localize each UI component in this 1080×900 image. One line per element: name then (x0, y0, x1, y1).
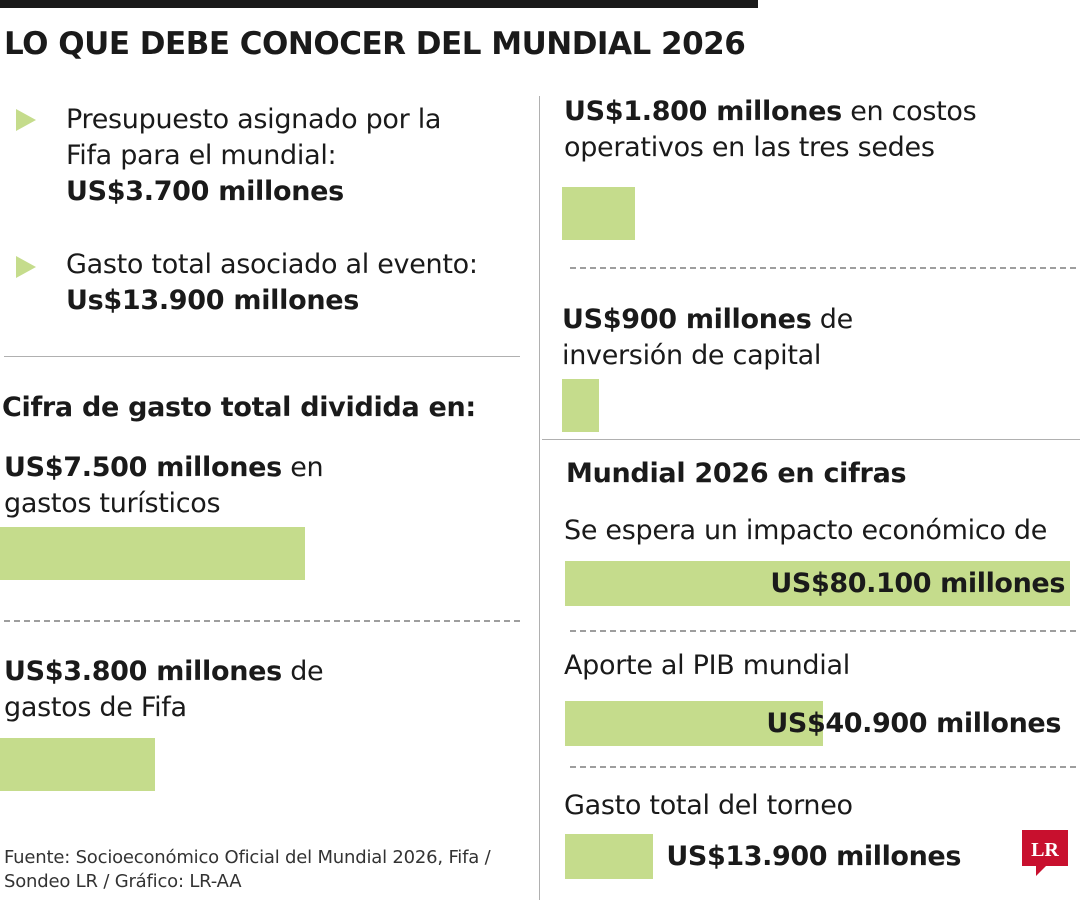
bullet-total-spend-value: Us$13.900 millones (66, 285, 360, 316)
section-divider (542, 439, 1080, 440)
figure-value: US$13.900 millones (666, 841, 961, 872)
bullet-budget-value: US$3.700 millones (66, 176, 344, 207)
breakdown-item-value: US$1.800 millones (564, 96, 842, 127)
breakdown-item-text: gastos de Fifa (4, 692, 187, 723)
bullet-triangle-icon (16, 109, 36, 131)
bar-tournament-spend (565, 834, 653, 879)
top-rule (0, 0, 758, 8)
figure-label: Aporte al PIB mundial (564, 650, 850, 681)
dashed-divider (570, 630, 1076, 632)
bullet-budget: Presupuesto asignado por la Fifa para el… (66, 102, 526, 210)
breakdown-item-text: inversión de capital (562, 340, 822, 371)
bar-gdp-contribution (565, 701, 823, 746)
bar-economic-impact (565, 561, 1070, 606)
breakdown-item-text: de (811, 304, 853, 335)
bar-tourism (0, 527, 305, 580)
bar-fifa-spend (0, 738, 155, 791)
bullet-total-spend-line: Gasto total asociado al evento: (66, 249, 478, 280)
breakdown-item-value: US$7.500 millones (4, 452, 282, 483)
dashed-divider (570, 267, 1076, 269)
breakdown-item-value: US$3.800 millones (4, 656, 282, 687)
breakdown-item-text: operativos en las tres sedes (564, 132, 935, 163)
bullet-total-spend: Gasto total asociado al evento: Us$13.90… (66, 247, 526, 319)
lr-logo-icon: LR (1022, 830, 1068, 876)
figure-value: US$40.900 millones (766, 708, 1061, 739)
bullet-budget-line: Fifa para el mundial: (66, 140, 337, 171)
section-divider (4, 356, 520, 357)
source-note: Fuente: Socioeconómico Oficial del Mundi… (4, 847, 491, 892)
breakdown-item-text: gastos turísticos (4, 488, 221, 519)
breakdown-item: US$3.800 millones de gastos de Fifa (4, 654, 514, 726)
breakdown-item-text: de (281, 656, 324, 687)
breakdown-item-text: en (281, 452, 324, 483)
breakdown-item: US$7.500 millones en gastos turísticos (4, 450, 514, 522)
breakdown-item: US$900 millones de inversión de capital (562, 302, 1062, 374)
bullet-budget-line: Presupuesto asignado por la (66, 104, 442, 135)
logo-text: LR (1031, 839, 1059, 861)
breakdown-item-value: US$900 millones (562, 304, 812, 335)
bullet-triangle-icon (16, 256, 36, 278)
figure-label: Gasto total del torneo (564, 790, 853, 821)
figures-title: Mundial 2026 en cifras (566, 458, 907, 489)
breakdown-title: Cifra de gasto total dividida en: (2, 392, 476, 423)
breakdown-item: US$1.800 millones en costos operativos e… (564, 94, 1064, 166)
column-divider (539, 96, 540, 900)
breakdown-item-text: en costos (841, 96, 977, 127)
dashed-divider (570, 766, 1076, 768)
dashed-divider (4, 620, 520, 622)
page-title: LO QUE DEBE CONOCER DEL MUNDIAL 2026 (4, 26, 746, 62)
figure-label: Se espera un impacto económico de (564, 515, 1048, 546)
bar-operating-costs (562, 187, 635, 240)
bar-capital-investment (562, 379, 599, 432)
figure-value: US$80.100 millones (770, 568, 1065, 599)
